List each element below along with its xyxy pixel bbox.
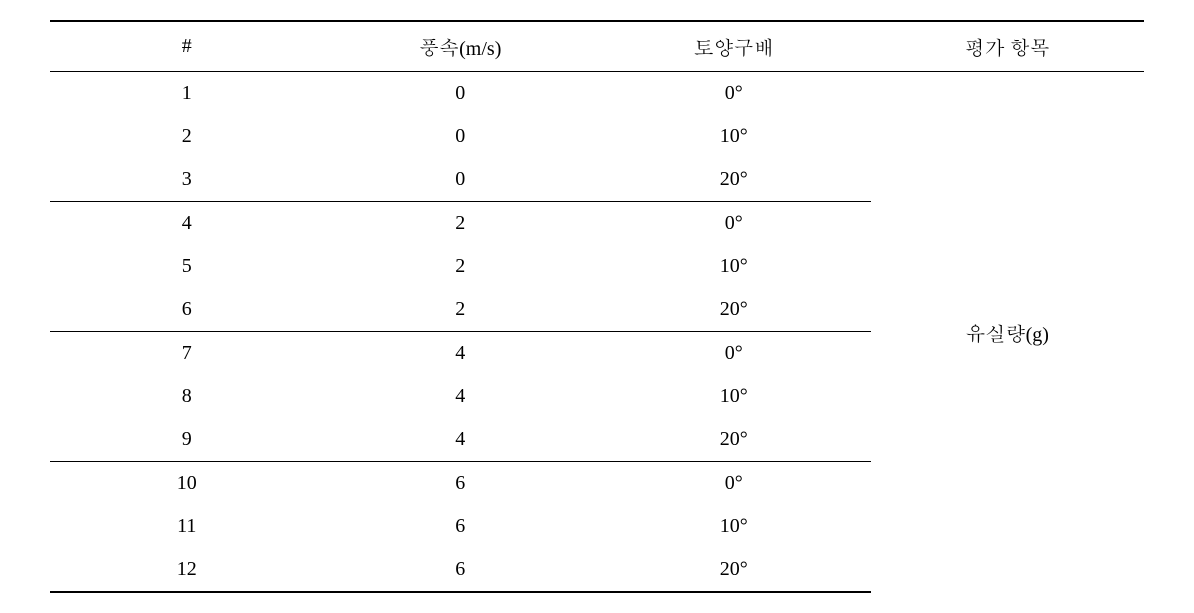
cell-num: 4 [50, 202, 324, 246]
cell-slope: 10° [597, 505, 871, 548]
cell-num: 9 [50, 418, 324, 462]
cell-slope: 0° [597, 332, 871, 376]
cell-slope: 20° [597, 288, 871, 332]
cell-wind: 2 [324, 202, 598, 246]
cell-num: 2 [50, 115, 324, 158]
cell-wind: 0 [324, 158, 598, 202]
cell-wind: 2 [324, 288, 598, 332]
table-row: 1 0 0° 유실량(g) [50, 72, 1144, 116]
cell-slope: 10° [597, 245, 871, 288]
header-slope: 토양구배 [597, 21, 871, 72]
cell-wind: 4 [324, 418, 598, 462]
cell-num: 7 [50, 332, 324, 376]
cell-wind: 0 [324, 72, 598, 116]
cell-num: 8 [50, 375, 324, 418]
data-table: # 풍속(m/s) 토양구배 평가 항목 1 0 0° 유실량(g) 2 0 1… [50, 20, 1144, 593]
cell-wind: 6 [324, 462, 598, 506]
header-eval: 평가 항목 [871, 21, 1145, 72]
cell-wind: 4 [324, 332, 598, 376]
cell-slope: 0° [597, 72, 871, 116]
cell-num: 11 [50, 505, 324, 548]
cell-wind: 4 [324, 375, 598, 418]
cell-num: 1 [50, 72, 324, 116]
cell-slope: 10° [597, 115, 871, 158]
cell-wind: 6 [324, 505, 598, 548]
cell-slope: 20° [597, 158, 871, 202]
header-wind: 풍속(m/s) [324, 21, 598, 72]
cell-wind: 0 [324, 115, 598, 158]
cell-num: 6 [50, 288, 324, 332]
cell-slope: 0° [597, 462, 871, 506]
cell-wind: 2 [324, 245, 598, 288]
header-num: # [50, 21, 324, 72]
cell-wind: 6 [324, 548, 598, 592]
cell-num: 10 [50, 462, 324, 506]
cell-num: 5 [50, 245, 324, 288]
cell-num: 3 [50, 158, 324, 202]
table-header-row: # 풍속(m/s) 토양구배 평가 항목 [50, 21, 1144, 72]
cell-slope: 20° [597, 548, 871, 592]
cell-slope: 0° [597, 202, 871, 246]
cell-eval-merged: 유실량(g) [871, 72, 1145, 593]
cell-slope: 20° [597, 418, 871, 462]
cell-num: 12 [50, 548, 324, 592]
cell-slope: 10° [597, 375, 871, 418]
